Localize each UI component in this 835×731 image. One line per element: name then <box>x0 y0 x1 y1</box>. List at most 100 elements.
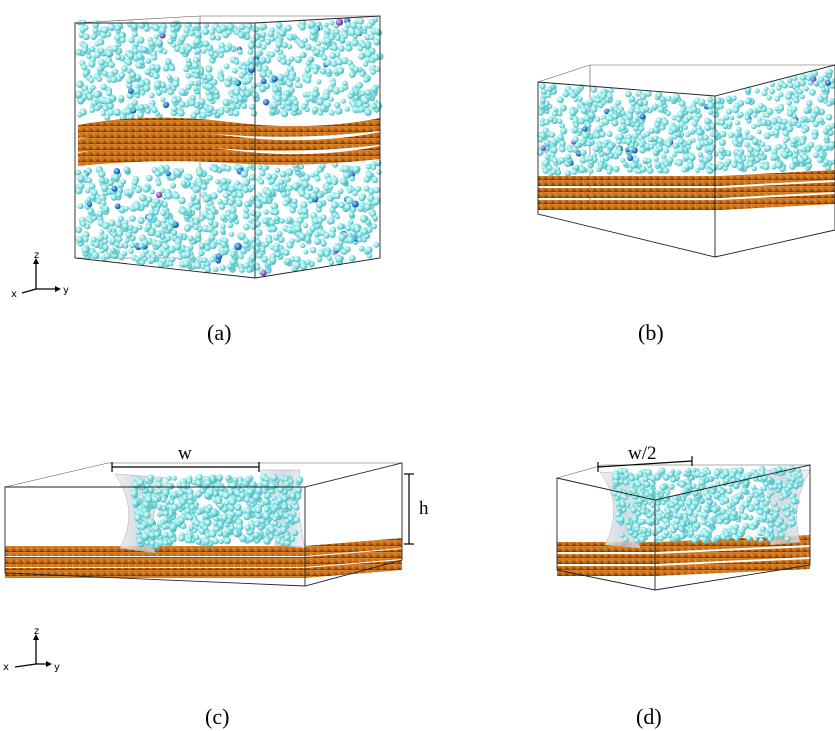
ion-particle <box>351 200 359 208</box>
water-molecule <box>274 531 280 537</box>
water-molecule <box>247 41 256 50</box>
water-molecule <box>223 106 231 113</box>
water-molecule <box>218 42 225 49</box>
water-molecule <box>154 64 161 71</box>
water-molecule <box>572 136 579 143</box>
water-molecule <box>167 88 175 96</box>
water-molecule <box>135 61 143 69</box>
water-molecule <box>652 135 659 141</box>
water-molecule <box>374 66 381 73</box>
water-molecule <box>133 203 141 211</box>
water-molecule <box>153 531 161 538</box>
water-molecule <box>165 235 172 242</box>
water-molecule <box>763 132 771 140</box>
water-molecule <box>578 117 585 125</box>
water-molecule <box>597 164 603 170</box>
water-molecule <box>294 225 302 233</box>
water-molecule <box>258 178 265 185</box>
water-molecule <box>157 539 165 547</box>
water-molecule <box>88 60 96 68</box>
water-molecule <box>204 265 212 273</box>
water-molecule <box>209 242 217 250</box>
water-molecule <box>163 516 169 523</box>
water-molecule <box>253 531 260 539</box>
water-molecule <box>364 108 372 116</box>
water-molecule <box>789 506 795 513</box>
water-molecule <box>276 496 284 504</box>
water-molecule <box>355 186 362 192</box>
water-molecule <box>166 74 173 80</box>
water-molecule <box>698 478 706 486</box>
water-molecule <box>626 524 633 531</box>
water-molecule <box>146 486 154 494</box>
water-molecule <box>308 20 316 29</box>
water-molecule <box>200 263 206 270</box>
water-molecule <box>247 488 254 495</box>
water-molecule <box>655 92 662 99</box>
water-molecule <box>232 109 240 117</box>
water-molecule <box>729 471 736 479</box>
water-molecule <box>165 192 173 200</box>
water-molecule <box>652 103 659 110</box>
water-molecule <box>666 156 674 164</box>
water-molecule <box>655 117 663 124</box>
water-molecule <box>162 539 169 546</box>
water-molecule <box>105 50 113 58</box>
water-molecule <box>162 510 170 517</box>
water-molecule <box>220 177 228 185</box>
water-molecule <box>298 232 307 241</box>
water-molecule <box>735 120 741 126</box>
water-molecule <box>235 103 241 110</box>
water-molecule <box>177 233 184 239</box>
water-molecule <box>221 514 228 522</box>
water-molecule <box>93 51 101 59</box>
water-molecule <box>348 219 354 225</box>
water-molecule <box>761 90 768 97</box>
water-molecule <box>619 500 627 508</box>
water-molecule <box>145 174 153 182</box>
water-molecule <box>365 246 373 254</box>
water-molecule <box>371 223 377 230</box>
water-molecule <box>301 180 310 189</box>
water-molecule <box>364 203 371 211</box>
water-molecule <box>776 479 783 486</box>
water-molecule <box>813 107 821 114</box>
water-molecule <box>662 167 670 174</box>
water-molecule <box>698 163 706 171</box>
water-molecule <box>349 29 356 36</box>
water-molecule <box>259 246 266 253</box>
water-molecule <box>102 244 109 251</box>
water-molecule <box>314 238 322 245</box>
water-molecule <box>216 520 224 529</box>
water-molecule <box>707 96 713 103</box>
water-molecule <box>794 93 800 99</box>
water-molecule <box>103 106 109 112</box>
water-molecule <box>77 175 85 182</box>
water-molecule <box>673 93 680 101</box>
water-molecule <box>361 42 367 49</box>
water-molecule <box>713 469 721 477</box>
water-molecule <box>670 125 678 133</box>
water-molecule <box>345 40 352 47</box>
water-molecule <box>219 47 226 54</box>
water-molecule <box>342 80 348 87</box>
water-molecule <box>338 233 346 242</box>
water-molecule <box>88 182 96 190</box>
water-molecule <box>315 206 322 213</box>
water-molecule <box>329 52 337 60</box>
water-molecule <box>288 74 296 82</box>
water-molecule <box>202 40 210 48</box>
water-molecule <box>744 115 750 121</box>
water-molecule <box>773 512 779 519</box>
water-molecule <box>93 241 101 248</box>
water-molecule <box>340 98 346 104</box>
water-molecule <box>552 158 558 164</box>
water-molecule <box>136 111 144 119</box>
water-molecule <box>250 36 257 44</box>
water-molecule <box>539 132 546 139</box>
water-molecule <box>85 167 92 174</box>
water-molecule <box>801 146 807 152</box>
water-molecule <box>823 158 830 166</box>
water-molecule <box>249 196 255 202</box>
water-molecule <box>793 153 799 159</box>
